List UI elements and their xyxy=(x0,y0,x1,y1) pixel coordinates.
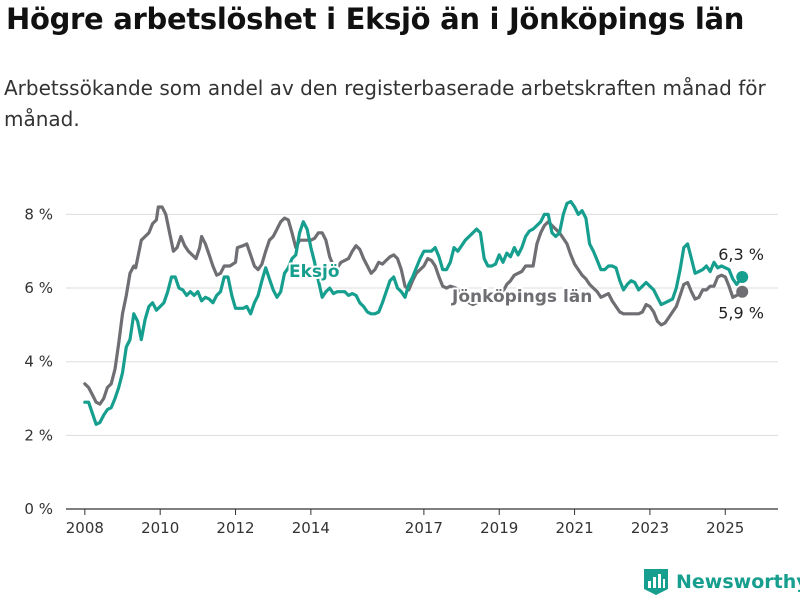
y-tick-label: 0 % xyxy=(24,500,53,518)
y-tick-label: 6 % xyxy=(24,279,53,297)
series-lines xyxy=(83,199,744,426)
gridlines xyxy=(66,213,778,510)
x-tick-label: 2014 xyxy=(292,519,330,537)
series-end-markers xyxy=(736,271,749,298)
x-tick-label: 2023 xyxy=(631,519,669,537)
series-labels: Eksjö Jönköpings län 6,3 % 5,9 % xyxy=(287,244,765,325)
chart-title: Högre arbetslöshet i Eksjö än i Jönköpin… xyxy=(6,2,745,36)
x-axis-ticks: 2008 2010 2012 2014 2017 2019 2021 2023 2025 xyxy=(66,509,744,537)
x-tick-label: 2025 xyxy=(706,519,744,537)
series-label: Eksjö xyxy=(289,262,340,282)
x-tick-label: 2012 xyxy=(216,519,254,537)
y-tick-label: 8 % xyxy=(24,205,53,223)
chart-subtitle: Arbetssökande som andel av den registerb… xyxy=(4,76,766,131)
x-tick-label: 2017 xyxy=(405,519,443,537)
newsworthy-brand: Newsworthy xyxy=(644,569,800,595)
series-label: Jönköpings län xyxy=(451,287,592,307)
end-value-label: 6,3 % xyxy=(718,245,764,264)
x-tick-label: 2021 xyxy=(555,519,593,537)
y-axis-ticks: 0 % 2 % 4 % 6 % 8 % xyxy=(24,205,53,518)
x-tick-label: 2010 xyxy=(141,519,179,537)
bar-chart-logo-icon xyxy=(644,569,668,595)
series-line xyxy=(83,205,744,406)
x-tick-label: 2008 xyxy=(66,519,104,537)
y-tick-label: 4 % xyxy=(24,353,53,371)
x-tick-label: 2019 xyxy=(480,519,518,537)
y-tick-label: 2 % xyxy=(24,426,53,444)
series-end-dot xyxy=(736,271,749,284)
end-value-label: 5,9 % xyxy=(718,304,764,323)
series-line xyxy=(83,199,744,426)
brand-name: Newsworthy xyxy=(676,571,800,593)
series-end-dot xyxy=(736,285,749,298)
